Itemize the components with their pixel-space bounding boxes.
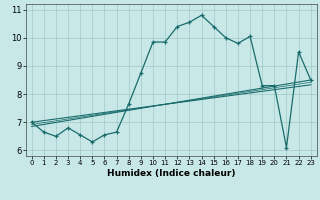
X-axis label: Humidex (Indice chaleur): Humidex (Indice chaleur) [107,169,236,178]
